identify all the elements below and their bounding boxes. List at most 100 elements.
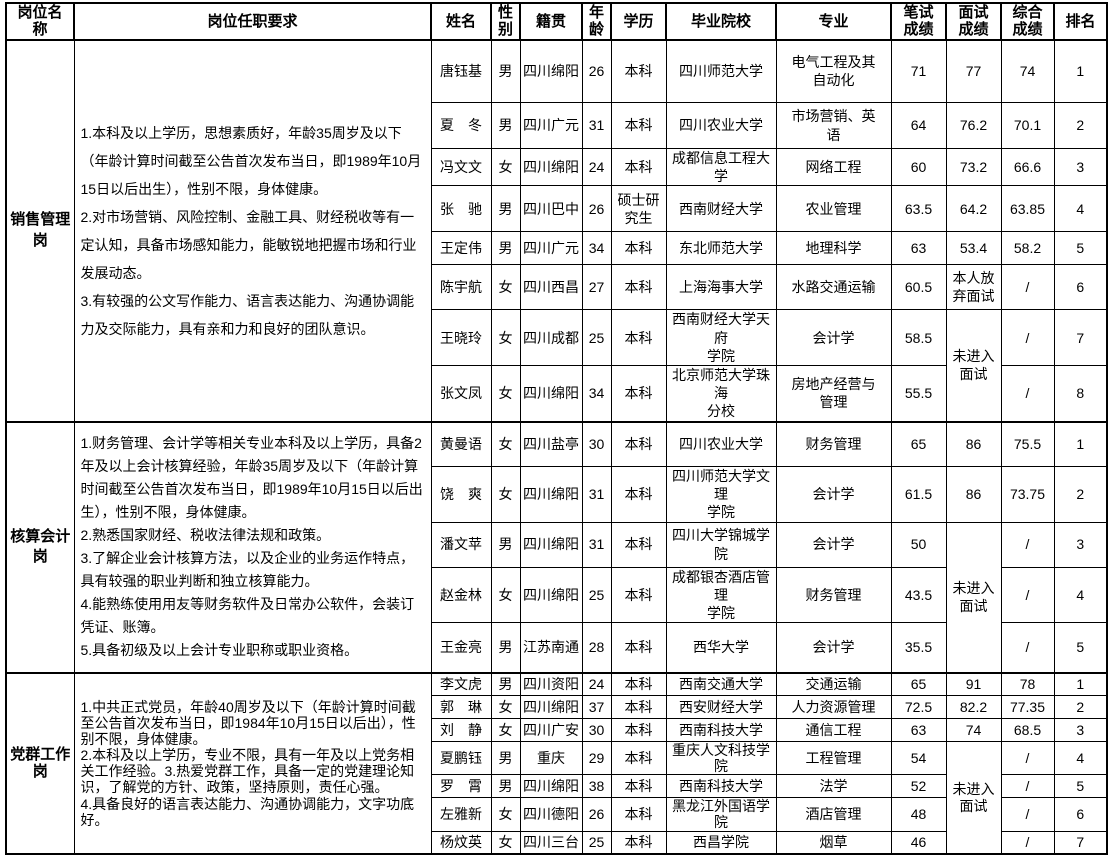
cell-name: 郭 琳 <box>430 695 492 720</box>
cell-name: 王晓玲 <box>430 309 492 366</box>
cell-school: 西南财经大学 <box>665 185 777 233</box>
cell-origin: 四川德阳 <box>519 797 583 832</box>
cell-school: 重庆人文科技学院 <box>665 741 777 776</box>
cell-origin: 江苏南通 <box>519 622 583 674</box>
cell-interview-score: 91 <box>945 671 1002 697</box>
cell-origin: 四川成都 <box>519 309 583 366</box>
cell-overall-score: / <box>1000 364 1055 423</box>
position-name-cell: 销售管理 岗 <box>5 39 75 422</box>
cell-written-score: 48 <box>890 797 947 832</box>
cell-rank: 4 <box>1053 185 1108 233</box>
cell-rank: 3 <box>1053 147 1108 187</box>
cell-rank: 5 <box>1053 774 1108 799</box>
cell-interview-score: 77 <box>945 39 1002 103</box>
cell-overall-score: 75.5 <box>1000 420 1055 467</box>
cell-education: 本科 <box>610 566 667 624</box>
cell-major: 会计学 <box>775 521 892 568</box>
cell-overall-score: 77.35 <box>1000 695 1055 720</box>
cell-written-score: 58.5 <box>890 309 947 366</box>
cell-interview-score: 64.2 <box>945 185 1002 233</box>
cell-major: 人力资源管理 <box>775 695 892 720</box>
cell-school: 西昌学院 <box>665 830 777 855</box>
cell-written-score: 61.5 <box>890 466 947 523</box>
cell-name: 杨炆英 <box>430 830 492 855</box>
cell-origin: 四川盐亭 <box>519 420 583 467</box>
cell-written-score: 54 <box>890 741 947 776</box>
header-row: 岗位名 称 岗位任职要求 姓名 性 别 籍贯 年 龄 学历 毕业院校 专业 笔试… <box>5 2 1108 41</box>
cell-major: 烟草 <box>775 830 892 855</box>
cell-major: 市场营销、英 语 <box>775 102 892 149</box>
cell-education: 本科 <box>610 147 667 187</box>
cell-education: 本科 <box>610 521 667 568</box>
col-header-interview-score: 面试 成绩 <box>945 2 1002 41</box>
cell-age: 34 <box>581 231 612 266</box>
cell-name: 刘 静 <box>430 718 492 743</box>
cell-overall-score: 74 <box>1000 39 1055 103</box>
col-header-origin: 籍贯 <box>519 2 583 41</box>
cell-origin: 重庆 <box>519 741 583 776</box>
cell-rank: 5 <box>1053 622 1108 674</box>
cell-interview-score: 73.2 <box>945 147 1002 187</box>
cell-education: 本科 <box>610 264 667 311</box>
cell-name: 冯文文 <box>430 147 492 187</box>
cell-interview-giveup: 本人放 弃面试 <box>945 264 1002 311</box>
col-header-name: 姓名 <box>430 2 492 41</box>
cell-school: 四川大学锦城学院 <box>665 521 777 568</box>
table-row: 夏 冬 男 四川广元 31 本科 四川农业大学 市场营销、英 语 64 76.2… <box>6 102 1108 149</box>
cell-name: 张 驰 <box>430 185 492 233</box>
cell-education: 本科 <box>610 364 667 423</box>
cell-interview-score: 82.2 <box>945 695 1002 720</box>
table-row: 冯文文 女 四川绵阳 24 本科 成都信息工程大学 网络工程 60 73.2 6… <box>6 147 1108 187</box>
col-header-age: 年 龄 <box>581 2 612 41</box>
cell-age: 30 <box>581 718 612 743</box>
cell-name: 夏鹏钰 <box>430 741 492 776</box>
cell-written-score: 46 <box>890 830 947 855</box>
cell-gender: 女 <box>490 364 521 423</box>
cell-age: 29 <box>581 741 612 776</box>
table-row: 张文凤 女 四川绵阳 34 本科 北京师范大学珠海 分校 房地产经营与 管理 5… <box>6 364 1108 423</box>
cell-age: 24 <box>581 147 612 187</box>
cell-overall-score: / <box>1000 774 1055 799</box>
cell-rank: 4 <box>1053 566 1108 624</box>
cell-written-score: 72.5 <box>890 695 947 720</box>
cell-gender: 女 <box>490 718 521 743</box>
recruitment-results-table: 岗位名 称 岗位任职要求 姓名 性 别 籍贯 年 龄 学历 毕业院校 专业 笔试… <box>5 2 1108 855</box>
cell-origin: 四川广安 <box>519 718 583 743</box>
cell-origin: 四川绵阳 <box>519 695 583 720</box>
cell-interview-score: 74 <box>945 718 1002 743</box>
cell-gender: 男 <box>490 185 521 233</box>
cell-written-score: 55.5 <box>890 364 947 423</box>
cell-interview-score: 53.4 <box>945 231 1002 266</box>
cell-school: 四川师范大学文理 学院 <box>665 466 777 523</box>
cell-major: 农业管理 <box>775 185 892 233</box>
cell-major: 会计学 <box>775 466 892 523</box>
cell-gender: 男 <box>490 39 521 103</box>
cell-overall-score: 66.6 <box>1000 147 1055 187</box>
cell-age: 26 <box>581 185 612 233</box>
cell-age: 25 <box>581 566 612 624</box>
cell-school: 黑龙江外国语学院 <box>665 797 777 832</box>
cell-gender: 女 <box>490 695 521 720</box>
col-header-overall-score: 综合 成绩 <box>1000 2 1055 41</box>
cell-gender: 女 <box>490 309 521 366</box>
cell-education: 本科 <box>610 671 667 697</box>
cell-written-score: 35.5 <box>890 622 947 674</box>
cell-gender: 男 <box>490 774 521 799</box>
cell-education: 本科 <box>610 718 667 743</box>
position-requirements-cell: 1.本科及以上学历，思想素质好，年龄35周岁及以下（年龄计算时间截至公告首次发布… <box>73 39 432 422</box>
cell-origin: 四川绵阳 <box>519 364 583 423</box>
cell-origin: 四川三台 <box>519 830 583 855</box>
cell-interview-score: 86 <box>945 420 1002 467</box>
cell-written-score: 64 <box>890 102 947 149</box>
cell-major: 会计学 <box>775 622 892 674</box>
cell-age: 37 <box>581 695 612 720</box>
cell-education: 本科 <box>610 309 667 366</box>
position-requirements-cell: 1.中共正式党员，年龄40周岁及以下（年龄计算时间截至公告首次发布当日，即198… <box>73 671 432 855</box>
cell-name: 王金亮 <box>430 622 492 674</box>
cell-gender: 女 <box>490 147 521 187</box>
cell-school: 西南财经大学天府 学院 <box>665 309 777 366</box>
cell-written-score: 50 <box>890 521 947 568</box>
cell-name: 唐钰基 <box>430 39 492 103</box>
col-header-school: 毕业院校 <box>665 2 777 41</box>
cell-rank: 8 <box>1053 364 1108 423</box>
